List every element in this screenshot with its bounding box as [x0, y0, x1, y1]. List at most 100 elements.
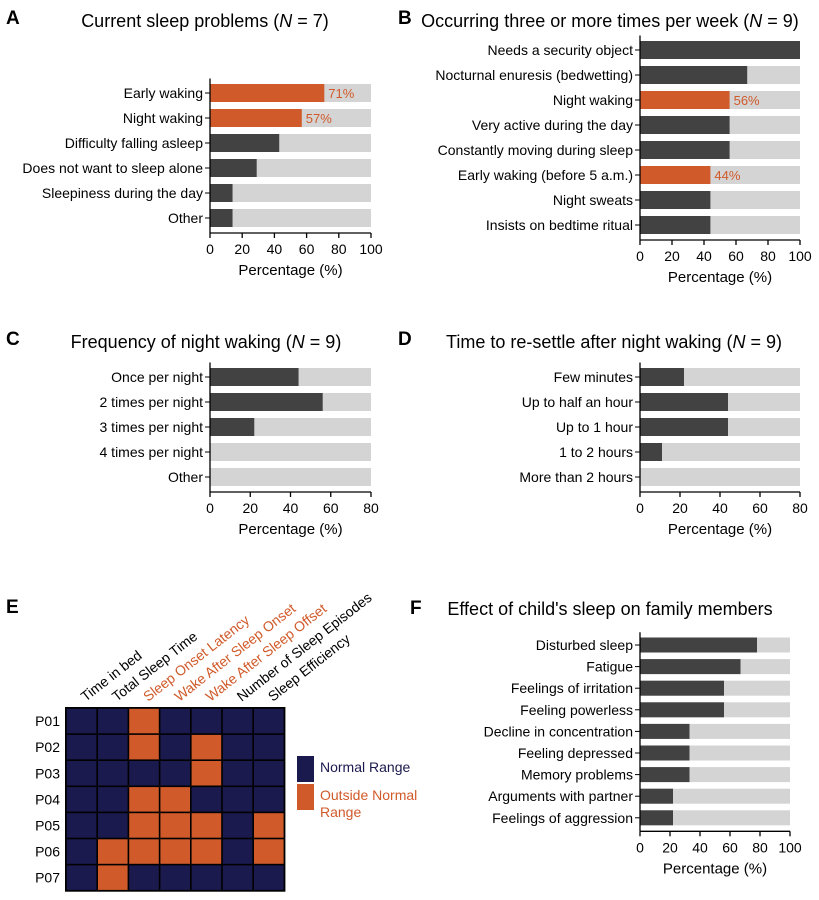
x-axis-label: Percentage (%) [668, 269, 772, 286]
category-label: Arguments with partner [488, 788, 633, 804]
chart-title: Time to re-settle after night waking (N … [446, 332, 782, 352]
bar [210, 109, 302, 127]
heatmap-cell [129, 813, 159, 838]
row-label: P07 [35, 870, 60, 886]
chart-title-n: N [279, 11, 293, 31]
data-label: 44% [714, 168, 740, 183]
x-axis-label: Percentage (%) [668, 521, 772, 538]
x-tick-label: 20 [664, 248, 680, 264]
category-label: Needs a security object [487, 42, 633, 58]
chart-title: Current sleep problems (N = 7) [81, 11, 329, 31]
row-label: P06 [35, 844, 60, 860]
heatmap-cell [160, 708, 190, 734]
category-label: Memory problems [521, 767, 633, 783]
category-label: Very active during the day [472, 117, 633, 133]
bar [640, 680, 724, 696]
heatmap-cell [129, 708, 159, 734]
bar-track [210, 468, 371, 486]
x-tick-label: 0 [206, 241, 214, 257]
bar [640, 191, 711, 209]
bar [640, 659, 741, 675]
legend-label: Outside Normal [320, 787, 417, 803]
x-tick-label: 60 [299, 241, 315, 257]
chart-title-n: N [732, 332, 746, 352]
category-label: Early waking [124, 85, 203, 101]
heatmap-cell [191, 787, 222, 812]
chart-title: Occurring three or more times per week (… [421, 11, 799, 31]
heatmap-cell [160, 787, 190, 812]
heatmap-cell [191, 865, 222, 890]
category-label: Disturbed sleep [536, 637, 633, 653]
panel-b: B Occurring three or more times per week … [398, 8, 812, 286]
bar [640, 788, 673, 804]
x-tick-label: 40 [267, 241, 283, 257]
x-tick-label: 60 [323, 500, 339, 516]
category-label: Constantly moving during sleep [438, 142, 634, 158]
category-label: Fatigue [586, 659, 633, 675]
legend-label: Normal Range [320, 759, 410, 775]
x-tick-label: 80 [331, 241, 347, 257]
category-label: 2 times per night [100, 394, 204, 410]
heatmap-cell [129, 761, 159, 786]
heatmap-cell [254, 734, 284, 760]
x-tick-label: 60 [728, 248, 744, 264]
heatmap-cell [66, 708, 97, 734]
bar [210, 368, 299, 386]
x-tick-label: 100 [359, 241, 383, 257]
x-axis-label: Percentage (%) [238, 521, 342, 538]
x-tick-label: 0 [206, 500, 214, 516]
x-axis-label: Percentage (%) [238, 262, 342, 279]
bar [640, 141, 730, 159]
category-label: Nocturnal enuresis (bedwetting) [435, 67, 633, 83]
heatmap-cell [191, 708, 222, 734]
heatmap-cell [222, 865, 253, 890]
heatmap-cell [222, 734, 253, 760]
category-label: Night waking [553, 92, 633, 108]
category-label: Other [168, 210, 203, 226]
category-label: Decline in concentration [484, 723, 633, 739]
x-tick-label: 20 [672, 500, 688, 516]
panel-c: C Frequency of night waking (N = 9) Once p… [6, 329, 379, 538]
bar [640, 393, 728, 411]
panel-letter: F [410, 598, 422, 619]
x-tick-label: 20 [662, 839, 678, 855]
bar [640, 166, 711, 184]
bar [210, 184, 233, 202]
chart-title-rest: = 9) [305, 332, 342, 352]
x-tick-label: 0 [636, 500, 644, 516]
heatmap-cell [129, 734, 159, 760]
category-label: Few minutes [554, 369, 633, 385]
chart-title-n: N [749, 11, 763, 31]
category-label: Up to half an hour [522, 394, 634, 410]
x-tick-label: 0 [636, 839, 644, 855]
row-label: P05 [35, 817, 60, 833]
bar [210, 418, 255, 436]
category-label: Feeling depressed [518, 745, 633, 761]
category-label: Up to 1 hour [556, 419, 633, 435]
x-tick-label: 60 [722, 839, 738, 855]
row-label: P02 [35, 739, 60, 755]
bar [210, 209, 233, 227]
chart-title-text: Occurring three or more times per week ( [421, 11, 749, 31]
heatmap-cell [254, 839, 284, 864]
chart-title-n: N [292, 332, 306, 352]
category-label: Sleepiness during the day [42, 185, 203, 201]
bar [640, 418, 728, 436]
heatmap-cell [98, 787, 128, 812]
x-tick-label: 100 [778, 839, 802, 855]
heatmap-cell [191, 734, 222, 760]
column-label: Number of Sleep Episodes [234, 589, 375, 704]
heatmap-cell [254, 708, 284, 734]
row-label: P03 [35, 765, 60, 781]
heatmap-cell [98, 813, 128, 838]
category-label: Difficulty falling asleep [65, 135, 203, 151]
x-tick-label: 0 [636, 248, 644, 264]
bar [640, 810, 673, 826]
x-tick-label: 80 [792, 500, 808, 516]
heatmap-cell [222, 787, 253, 812]
heatmap-cell [160, 865, 190, 890]
chart-title-rest: = 9) [762, 11, 799, 31]
heatmap-cell [191, 813, 222, 838]
category-label: 4 times per night [100, 444, 204, 460]
